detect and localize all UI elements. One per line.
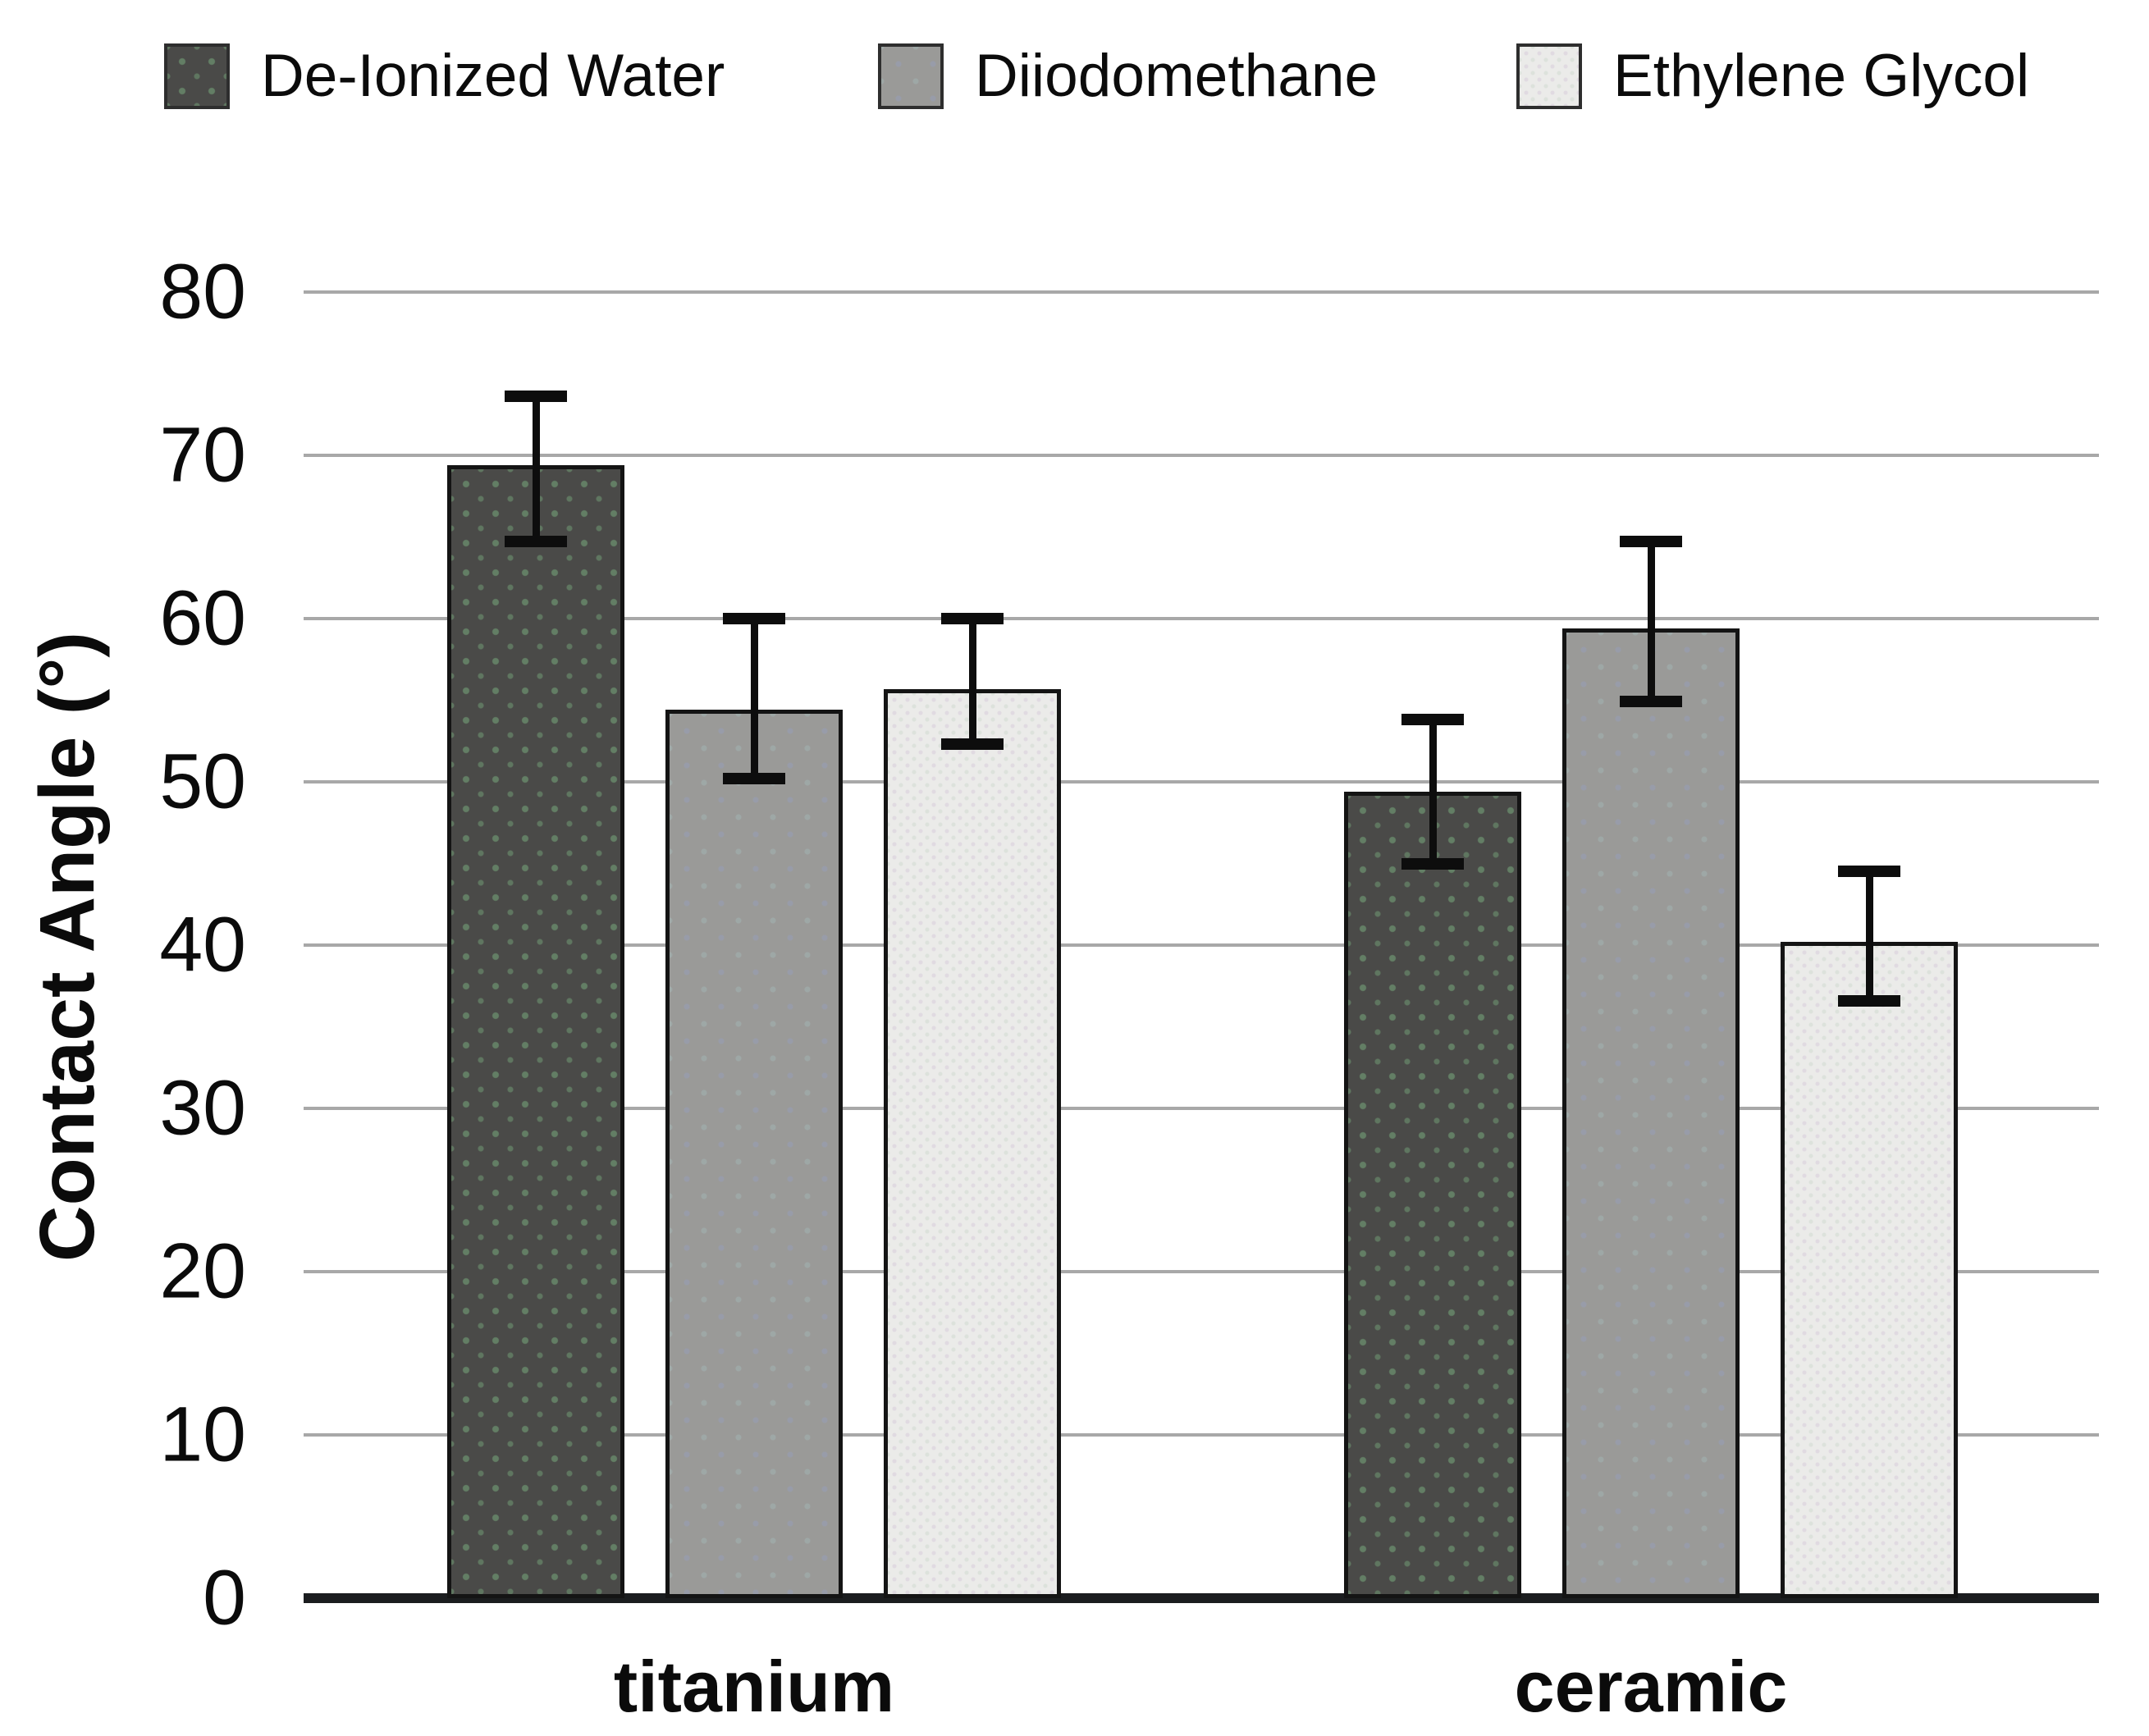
bar-ceramic-diiodomethane (1562, 628, 1740, 1598)
legend-label-diiodomethane: Diiodomethane (975, 43, 1379, 109)
error-bar-ceramic-de-ionized-water-line (1429, 720, 1437, 864)
y-tick-label-40: 40 (159, 901, 246, 989)
y-tick-label-50: 50 (159, 738, 246, 825)
legend-swatch-diiodomethane (878, 43, 944, 109)
error-bar-ceramic-diiodomethane-cap-top (1620, 536, 1682, 548)
error-bar-ceramic-de-ionized-water-cap-bottom (1401, 857, 1464, 870)
gridline-20 (304, 1270, 2099, 1273)
y-tick-label-30: 30 (159, 1064, 246, 1152)
gridline-60 (304, 617, 2099, 620)
y-tick-label-60: 60 (159, 574, 246, 662)
legend-label-de-ionized-water: De-Ionized Water (261, 43, 725, 109)
bar-ceramic-ethylene-glycol (1781, 942, 1958, 1598)
legend-item-ethylene-glycol: Ethylene Glycol (1516, 37, 2029, 116)
legend-item-de-ionized-water: De-Ionized Water (164, 37, 725, 116)
gridline-80 (304, 290, 2099, 294)
error-bar-titanium-de-ionized-water-cap-bottom (505, 536, 567, 548)
legend-label-ethylene-glycol: Ethylene Glycol (1613, 43, 2030, 109)
y-tick-label-20: 20 (159, 1227, 246, 1315)
error-bar-titanium-diiodomethane-cap-bottom (723, 773, 785, 785)
bar-titanium-ethylene-glycol (884, 688, 1061, 1598)
error-bar-titanium-ethylene-glycol-cap-top (941, 613, 1004, 624)
error-bar-titanium-ethylene-glycol-cap-bottom (941, 738, 1004, 751)
x-tick-label-ceramic: ceramic (1514, 1646, 1788, 1727)
y-tick-label-80: 80 (159, 248, 246, 336)
gridline-40 (304, 943, 2099, 947)
legend-item-diiodomethane: Diiodomethane (878, 37, 1378, 116)
error-bar-titanium-de-ionized-water-line (532, 396, 540, 542)
legend-swatch-ethylene-glycol (1516, 43, 1582, 109)
gridline-70 (304, 454, 2099, 457)
error-bar-titanium-ethylene-glycol-line (968, 619, 976, 745)
error-bar-ceramic-de-ionized-water-cap-top (1401, 714, 1464, 726)
error-bar-ceramic-ethylene-glycol-line (1865, 871, 1873, 1001)
legend-swatch-de-ionized-water (164, 43, 230, 109)
bar-titanium-diiodomethane (665, 710, 843, 1598)
error-bar-ceramic-ethylene-glycol-cap-top (1838, 866, 1900, 878)
error-bar-ceramic-ethylene-glycol-cap-bottom (1838, 994, 1900, 1007)
error-bar-ceramic-diiodomethane-line (1647, 541, 1655, 702)
bar-titanium-de-ionized-water (447, 464, 624, 1598)
y-tick-label-70: 70 (159, 411, 246, 499)
gridline-10 (304, 1433, 2099, 1437)
error-bar-titanium-diiodomethane-line (750, 619, 758, 779)
error-bar-ceramic-diiodomethane-cap-bottom (1620, 696, 1682, 708)
y-tick-label-10: 10 (159, 1391, 246, 1478)
x-tick-label-titanium: titanium (613, 1646, 895, 1727)
y-tick-label-0: 0 (203, 1554, 246, 1642)
gridline-50 (304, 780, 2099, 783)
error-bar-titanium-diiodomethane-cap-top (723, 613, 785, 624)
gridline-30 (304, 1107, 2099, 1110)
error-bar-titanium-de-ionized-water-cap-top (505, 391, 567, 403)
bar-ceramic-de-ionized-water (1344, 791, 1521, 1598)
